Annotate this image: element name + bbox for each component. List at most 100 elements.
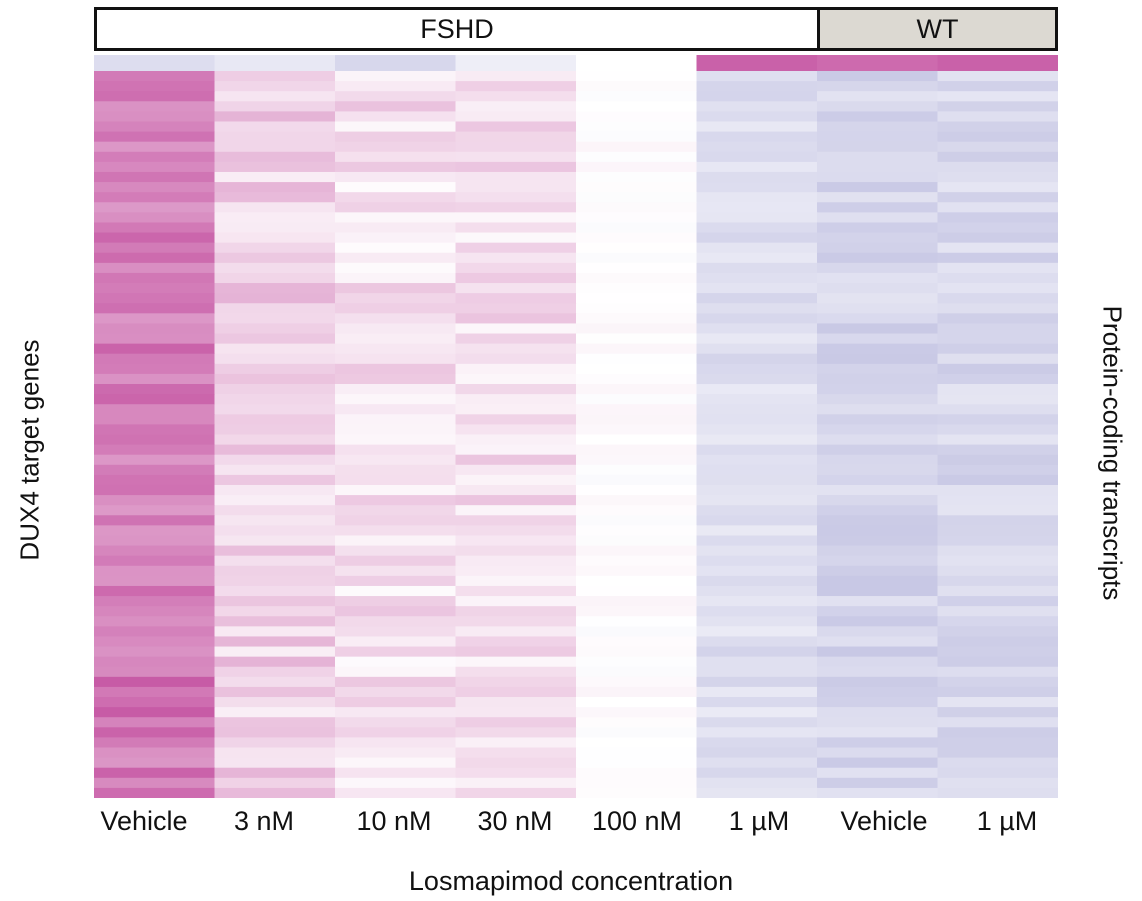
heatmap-cell [937, 182, 1058, 193]
heatmap-cell [455, 242, 577, 254]
heatmap-cell [455, 646, 577, 658]
heatmap-cell [817, 323, 938, 335]
heatmap-cell [696, 515, 818, 526]
heatmap-cell [817, 495, 938, 506]
heatmap-cell [214, 666, 336, 678]
heatmap-cell [817, 444, 938, 456]
heatmap-cell [214, 313, 336, 324]
heatmap-cell [937, 585, 1058, 597]
heatmap-cell [696, 373, 818, 385]
heatmap-cell [817, 767, 938, 779]
heatmap-cell [576, 111, 697, 122]
heatmap-cell [335, 717, 456, 728]
heatmap-cell [696, 202, 818, 213]
heatmap-cell [455, 81, 577, 92]
heatmap-cell [94, 646, 215, 658]
heatmap-cell [94, 212, 215, 223]
heatmap-cell [455, 707, 577, 718]
heatmap-cell [94, 575, 215, 587]
heatmap-cell [335, 252, 456, 264]
heatmap-cell [214, 525, 336, 536]
heatmap-cell [696, 333, 818, 345]
heatmap-cell [696, 121, 818, 133]
heatmap-cell [937, 596, 1058, 607]
heatmap-cell [214, 424, 336, 435]
heatmap-cell [937, 303, 1058, 314]
heatmap-cell [214, 121, 336, 133]
heatmap-cell [455, 787, 577, 798]
heatmap-cell [94, 454, 215, 466]
heatmap-cell [455, 767, 577, 779]
heatmap-cell [576, 293, 697, 304]
heatmap-cell [817, 606, 938, 617]
heatmap-cell [94, 636, 215, 648]
heatmap-cell [94, 686, 215, 698]
heatmap-cell [696, 747, 818, 759]
heatmap-cell [214, 283, 336, 294]
heatmap-cell [817, 484, 938, 496]
heatmap-cell [455, 596, 577, 607]
heatmap-cell [817, 575, 938, 587]
heatmap-cell [94, 434, 215, 446]
heatmap-cell [576, 434, 697, 446]
heatmap-header-cell [455, 55, 577, 71]
heatmap-cell [696, 727, 818, 738]
heatmap-cell [455, 565, 577, 577]
heatmap-cell [696, 91, 818, 102]
heatmap-cell [937, 737, 1058, 749]
heatmap-cell [696, 525, 818, 536]
heatmap-cell [696, 404, 818, 415]
heatmap-cell [576, 283, 697, 294]
heatmap-cell [214, 545, 336, 557]
heatmap-cell [94, 161, 215, 173]
heatmap-cell [94, 545, 215, 557]
heatmap [94, 55, 1058, 798]
heatmap-cell [817, 515, 938, 526]
heatmap-cell [94, 606, 215, 617]
heatmap-cell [214, 252, 336, 264]
heatmap-cell [576, 505, 697, 516]
heatmap-cell [335, 131, 456, 143]
heatmap-cell [817, 384, 938, 395]
heatmap-cell [576, 404, 697, 415]
heatmap-cell [576, 636, 697, 648]
heatmap-cell [214, 171, 336, 183]
x-tick-label-vehicle-wt: Vehicle [840, 806, 928, 836]
heatmap-cell [455, 353, 577, 365]
heatmap-cell [576, 484, 697, 496]
heatmap-cell [455, 616, 577, 627]
heatmap-cell [937, 666, 1058, 678]
heatmap-cell [817, 787, 938, 798]
heatmap-cell [937, 434, 1058, 446]
heatmap-cell [94, 484, 215, 496]
heatmap-cell [335, 283, 456, 294]
heatmap-cell [214, 293, 336, 304]
heatmap-cell [696, 353, 818, 365]
heatmap-cell [455, 192, 577, 203]
heatmap-cell [94, 232, 215, 244]
heatmap-cell [937, 575, 1058, 587]
heatmap-cell [576, 131, 697, 143]
heatmap-cell [214, 474, 336, 486]
heatmap-cell [94, 747, 215, 759]
heatmap-cell [455, 495, 577, 506]
heatmap-cell [214, 192, 336, 203]
heatmap-cell [335, 404, 456, 415]
heatmap-cell [696, 626, 818, 637]
heatmap-cell [94, 676, 215, 688]
heatmap-cell [335, 596, 456, 607]
heatmap-cell [817, 353, 938, 365]
heatmap-cell [335, 202, 456, 213]
heatmap-cell [94, 565, 215, 577]
heatmap-cell [335, 495, 456, 506]
heatmap-cell [455, 757, 577, 769]
heatmap-cell [937, 676, 1058, 688]
heatmap-cell [937, 262, 1058, 274]
heatmap-cell [335, 454, 456, 466]
heatmap-cell [696, 131, 818, 143]
heatmap-cell [214, 161, 336, 173]
heatmap-cell [937, 565, 1058, 577]
heatmap-cell [696, 424, 818, 435]
heatmap-cell [335, 414, 456, 425]
heatmap-cell [696, 272, 818, 284]
